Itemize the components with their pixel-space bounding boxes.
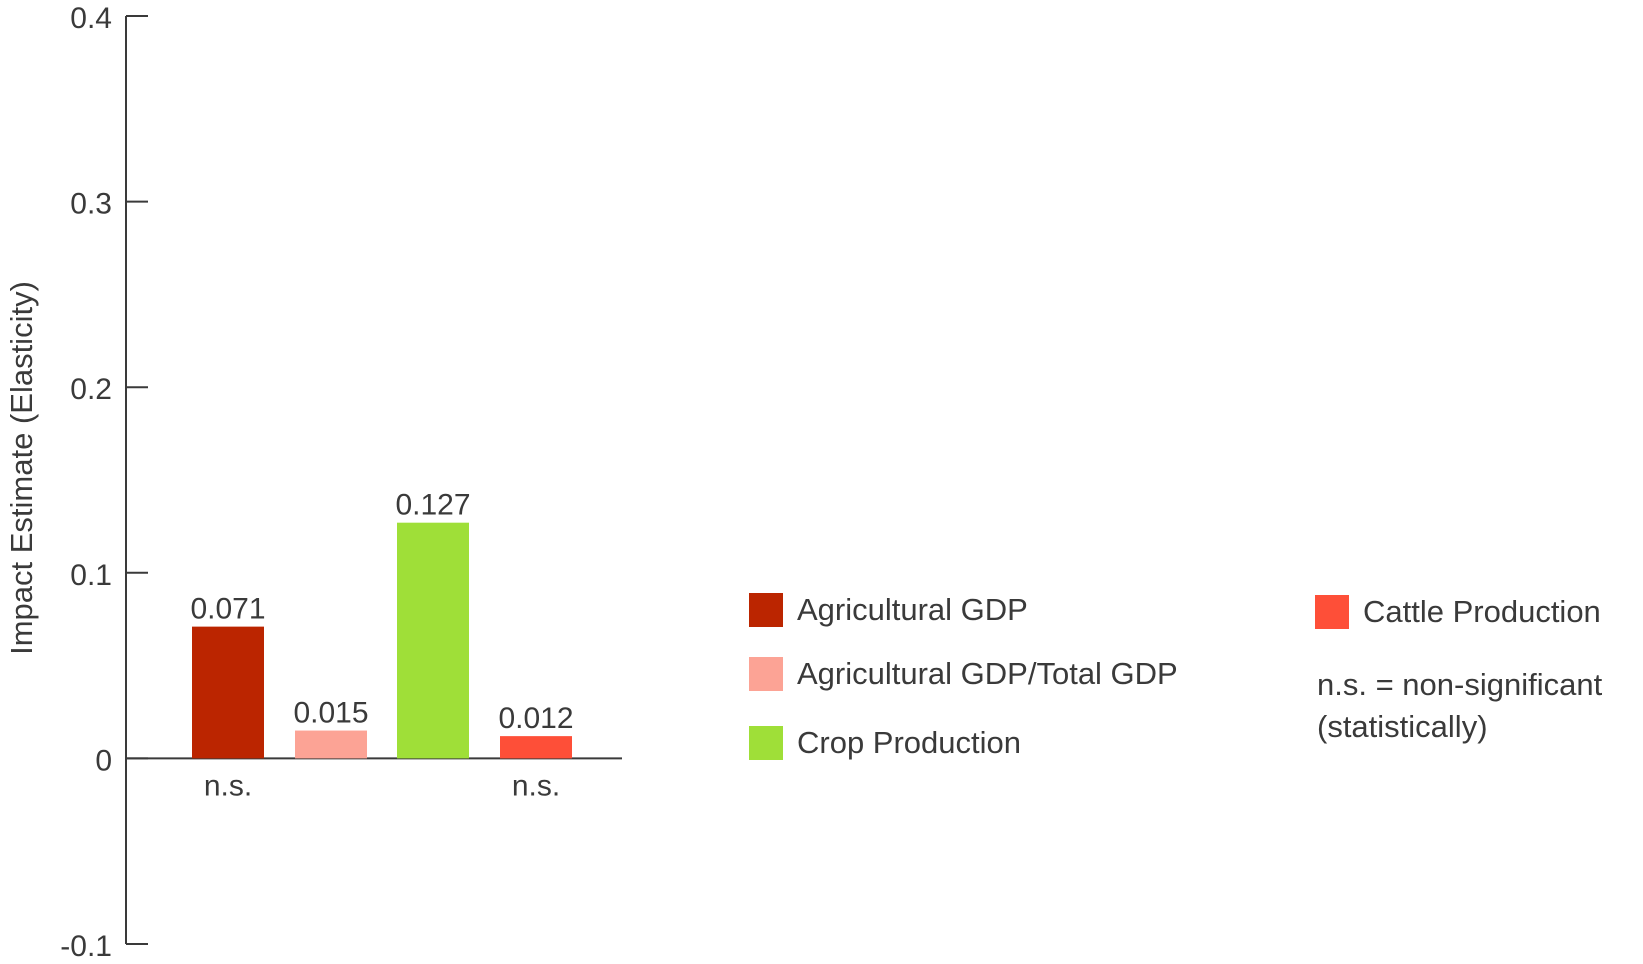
chart-bars: 0.071 n.s. 0.015 0.127 0.012 n.s. (190, 489, 573, 803)
legend-note-line2: (statistically) (1317, 709, 1488, 744)
y-tick-label: 0.4 (70, 2, 112, 35)
bar (295, 730, 367, 759)
legend-item-crop-production: Crop Production (749, 725, 1021, 761)
y-tick-label: 0.1 (70, 559, 112, 592)
y-tick-label: 0 (95, 744, 112, 777)
bar-value-label: 0.127 (395, 489, 470, 522)
legend-note-line1: n.s. = non-significant (1317, 667, 1603, 702)
bar (500, 736, 572, 759)
y-axis-label: Impact Estimate (Elasticity) (4, 281, 39, 655)
bar-significance-note: n.s. (204, 769, 252, 802)
bar-significance-note: n.s. (512, 769, 560, 802)
legend-swatch-agricultural-gdp-total-gdp (749, 657, 783, 691)
legend-label: Agricultural GDP/Total GDP (797, 656, 1178, 691)
y-tick-label: 0.3 (70, 188, 112, 221)
bar (397, 522, 469, 759)
bar-value-label: 0.015 (293, 697, 368, 730)
bar-value-label: 0.012 (498, 702, 573, 735)
legend-item-agricultural-gdp-total-gdp: Agricultural GDP/Total GDP (749, 656, 1178, 692)
bar-value-label: 0.071 (190, 593, 265, 626)
y-tick-label: -0.1 (60, 930, 112, 963)
legend-label: Crop Production (797, 725, 1022, 760)
legend-note: n.s. = non-significant (statistically) (1317, 664, 1602, 748)
y-tick-label: 0.2 (70, 373, 112, 406)
legend-swatch-agricultural-gdp (749, 593, 783, 627)
legend-label: Agricultural GDP (797, 592, 1028, 627)
legend-label: Cattle Production (1363, 594, 1601, 629)
bar (192, 626, 264, 759)
chart-axes: -0.1 0 0.1 0.2 0.3 0.4 (60, 2, 622, 963)
legend-item-cattle-production: Cattle Production (1315, 594, 1601, 630)
legend-swatch-cattle-production (1315, 595, 1349, 629)
legend-swatch-crop-production (749, 726, 783, 760)
legend-item-agricultural-gdp: Agricultural GDP (749, 592, 1028, 628)
